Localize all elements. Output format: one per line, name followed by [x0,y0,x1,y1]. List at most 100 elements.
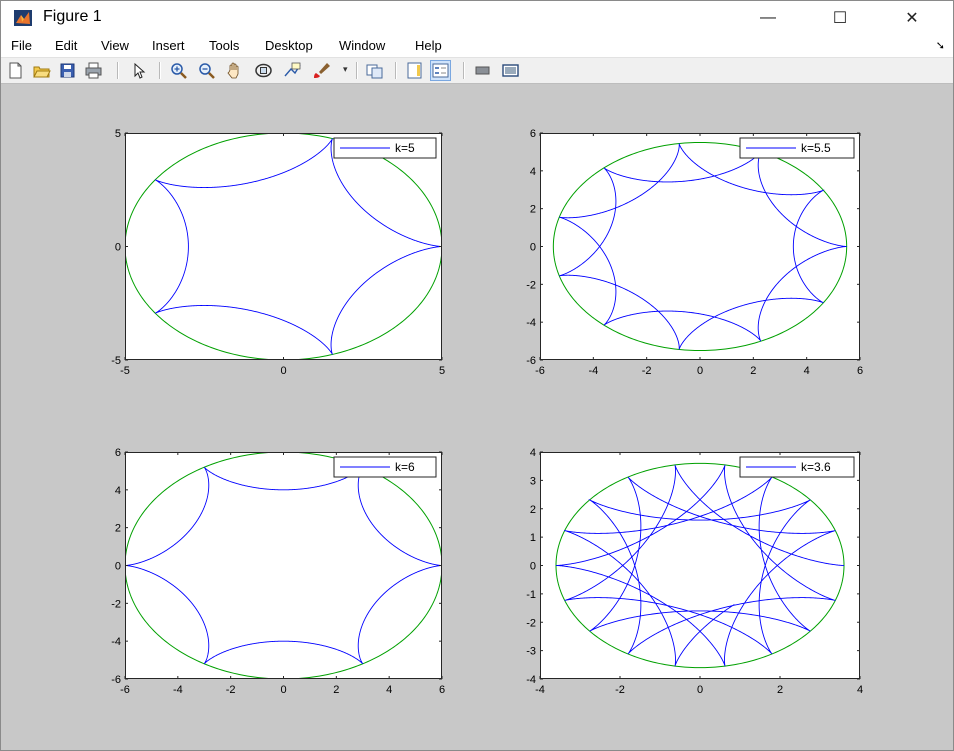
y-tick-label: -6 [526,355,536,367]
legend[interactable]: k=6 [333,456,437,478]
hypocycloid-series [154,138,442,355]
menu-bar: File Edit View Insert Tools Desktop Wind… [1,35,953,57]
axes-background [125,133,442,360]
x-tick-label: 4 [386,684,392,696]
data-cursor-icon[interactable] [283,61,302,80]
y-tick-label: -5 [111,355,121,367]
pan-icon[interactable] [225,61,244,80]
colorbar-icon[interactable] [405,61,424,80]
y-tick-label: 4 [115,485,121,497]
hypocycloid-series [556,464,844,667]
matlab-logo-icon [14,10,32,26]
x-tick-label: -4 [588,365,598,377]
y-tick-label: 0 [530,242,536,254]
legend-label: k=5 [395,141,415,155]
x-tick-label: 6 [439,684,445,696]
y-tick-label: 1 [530,532,536,544]
legend-label: k=3.6 [801,460,831,474]
pointer-icon[interactable] [129,61,148,80]
rotate-3d-icon[interactable] [254,61,273,80]
y-tick-label: 6 [530,128,536,140]
maximize-button[interactable]: ☐ [817,1,863,35]
x-tick-label: 0 [280,365,286,377]
x-tick-label: 0 [280,684,286,696]
y-tick-label: -4 [526,674,536,686]
axes-background [540,452,860,679]
x-tick-label: -6 [120,684,130,696]
maximize-icon: ☐ [832,10,848,27]
y-tick-label: -3 [526,646,536,658]
brush-icon[interactable] [312,61,331,80]
menu-desktop[interactable]: Desktop [265,38,313,53]
y-tick-label: 2 [115,523,121,535]
hide-plot-tools-icon[interactable] [473,61,492,80]
x-tick-label: 2 [777,684,783,696]
zoom-out-icon[interactable] [197,61,216,80]
close-button[interactable]: ✕ [889,1,935,35]
y-tick-label: -6 [111,674,121,686]
dock-arrow-icon[interactable]: ➘ [935,40,945,52]
save-icon[interactable] [58,61,77,80]
x-tick-label: -2 [226,684,236,696]
subplot-3[interactable]: -6 -4 -2 0 2 4 6 -6 -4 -2 0 2 4 6 k=6 [111,447,445,696]
legend[interactable]: k=5.5 [739,137,855,159]
legend[interactable]: k=3.6 [739,456,855,478]
figure-plots: -5 0 5 -5 0 5 k=5 -6 -4 -2 0 2 4 6 -6 -4 -2 0 2 4 6 k=5.5 -6 -4… [111,128,863,696]
y-tick-label: 0 [530,561,536,573]
x-tick-label: 5 [439,365,445,377]
x-tick-label: 2 [750,365,756,377]
y-tick-label: 4 [530,166,536,178]
show-plot-tools-icon[interactable] [501,61,520,80]
y-tick-label: -1 [526,589,536,601]
hypocycloid-series [559,143,847,350]
x-tick-label: 0 [697,684,703,696]
axes-background [540,133,860,360]
y-tick-label: 0 [115,561,121,573]
y-tick-label: -2 [111,598,121,610]
link-plot-icon[interactable] [365,61,384,80]
legend-icon[interactable] [430,60,451,81]
close-icon: ✕ [905,10,919,27]
toolbar: ▾ [1,57,953,84]
x-tick-label: -5 [120,365,130,377]
menu-window[interactable]: Window [339,38,386,53]
x-tick-label: -2 [642,365,652,377]
y-tick-label: 3 [530,475,536,487]
menu-tools[interactable]: Tools [209,38,240,53]
x-tick-label: 4 [804,365,810,377]
y-tick-label: 2 [530,504,536,516]
x-tick-label: -4 [535,684,545,696]
subplot-2[interactable]: -6 -4 -2 0 2 4 6 -6 -4 -2 0 2 4 6 k=5.5 [526,128,863,377]
title-bar: Figure 1 — ☐ ✕ [1,1,953,35]
x-tick-label: 6 [857,365,863,377]
menu-help[interactable]: Help [415,38,442,53]
subplot-1[interactable]: -5 0 5 -5 0 5 k=5 [111,128,445,377]
menu-file[interactable]: File [11,38,32,53]
open-file-icon[interactable] [32,61,51,80]
legend-label: k=5.5 [801,141,831,155]
window-title: Figure 1 [43,8,102,25]
menu-insert[interactable]: Insert [152,38,185,53]
new-figure-icon[interactable] [6,61,25,80]
menu-view[interactable]: View [101,38,129,53]
x-tick-label: 2 [333,684,339,696]
menu-edit[interactable]: Edit [55,38,78,53]
x-tick-label: -6 [535,365,545,377]
x-tick-label: -4 [173,684,183,696]
print-icon[interactable] [84,61,103,80]
y-tick-label: 0 [115,242,121,254]
brush-dropdown-icon[interactable]: ▾ [343,64,348,74]
y-tick-label: 2 [530,204,536,216]
y-tick-label: -2 [526,279,536,291]
zoom-in-icon[interactable] [169,61,188,80]
legend[interactable]: k=5 [333,137,437,159]
y-tick-label: -4 [526,317,536,329]
minimize-button[interactable]: — [745,1,791,35]
figure-canvas: -5 0 5 -5 0 5 k=5 -6 -4 -2 0 2 4 6 -6 -4 -2 0 2 4 6 k=5.5 -6 -4… [1,83,953,750]
x-tick-label: -2 [615,684,625,696]
minimize-icon: — [760,9,776,26]
x-tick-label: 0 [697,365,703,377]
subplot-4[interactable]: -4 -2 0 2 4 -4 -3 -2 -1 0 1 2 3 4 k=3.6 [526,447,863,696]
y-tick-label: 5 [115,128,121,140]
